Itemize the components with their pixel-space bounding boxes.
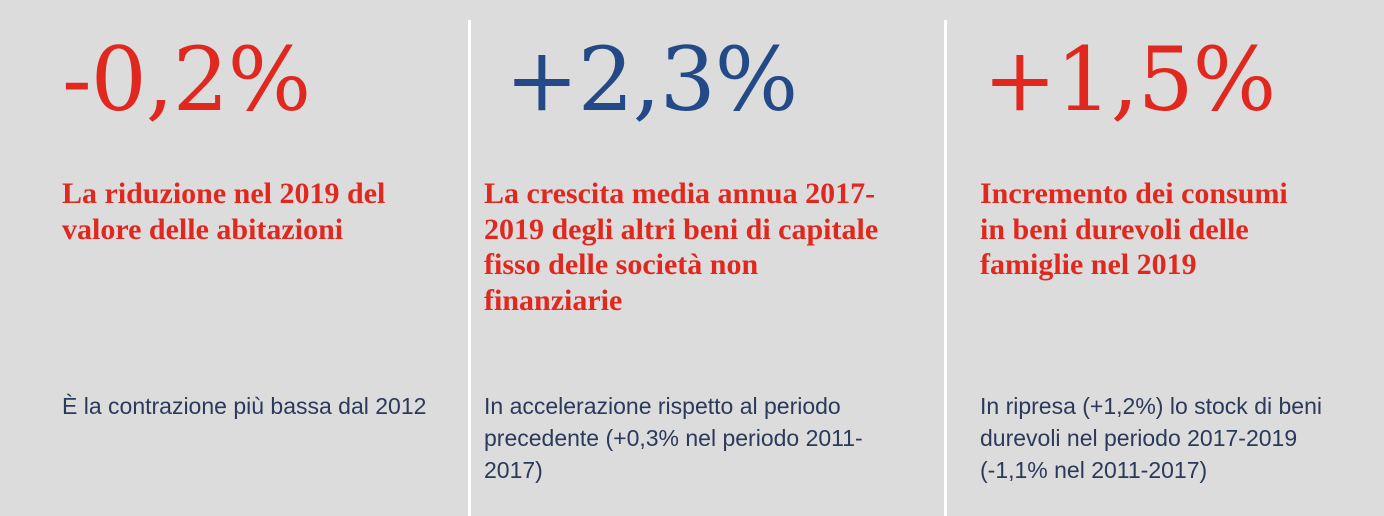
stat-note: È la contrazione più bassa dal 2012 <box>62 393 427 419</box>
panel-divider <box>944 20 947 516</box>
stat-figure: +1,5% <box>983 28 1276 131</box>
stat-panel-capital-goods: +2,3% La crescita media annua 2017-2019 … <box>471 0 944 516</box>
stat-note: In ripresa (+1,2%) lo stock di beni dure… <box>980 393 1322 483</box>
stat-headline: Incremento dei consumi in beni durevoli … <box>980 177 1288 281</box>
stat-figure: -0,2% <box>62 28 311 131</box>
stat-headline: La riduzione nel 2019 del valore delle a… <box>62 177 386 246</box>
stat-figure: +2,3% <box>505 28 798 131</box>
stat-panel-house-values: -0,2% La riduzione nel 2019 del valore d… <box>0 0 468 516</box>
stat-headline: La crescita media annua 2017-2019 degli … <box>484 177 879 317</box>
panel-divider <box>468 20 471 516</box>
stat-note: In accelerazione rispetto al periodo pre… <box>484 393 863 483</box>
stat-panel-durable-goods: +1,5% Incremento dei consumi in beni dur… <box>947 0 1384 516</box>
